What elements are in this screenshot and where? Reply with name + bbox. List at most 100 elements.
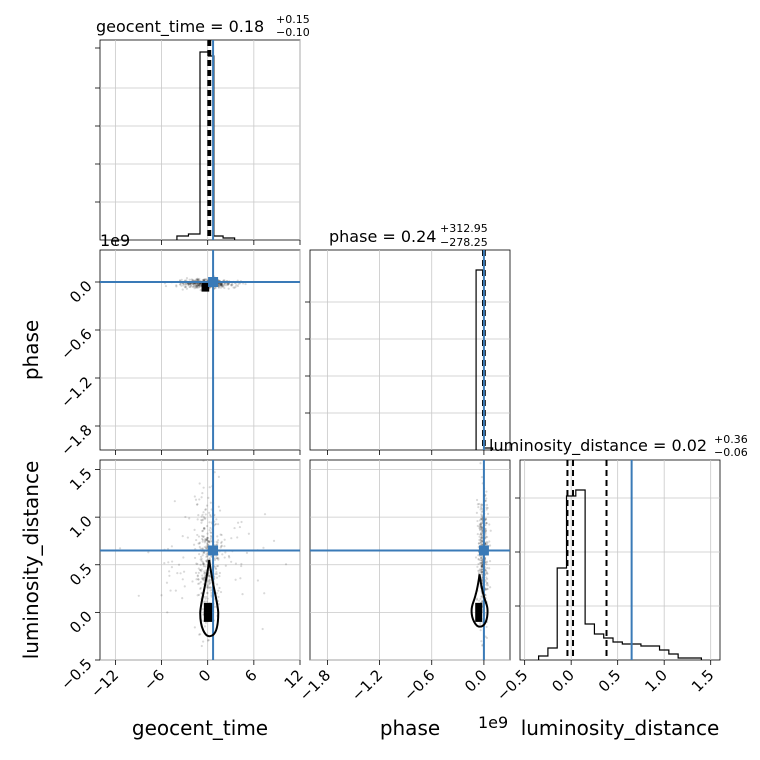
scatter-point (206, 543, 209, 546)
scatter-point (208, 578, 211, 581)
scatter-point (206, 536, 209, 540)
scatter-point (480, 518, 483, 521)
density-core (475, 602, 483, 622)
scatter-point (200, 496, 203, 499)
scatter-point (208, 521, 211, 524)
scatter-point (199, 633, 202, 636)
scatter-point (216, 557, 219, 560)
scatter-point (214, 287, 217, 290)
scatter-point (209, 586, 212, 589)
scatter-point (485, 497, 488, 500)
scatter-point (484, 532, 487, 535)
scatter-point (481, 644, 484, 647)
scatter-point (244, 282, 247, 286)
scatter-point (220, 544, 223, 547)
scatter-point (203, 541, 206, 544)
scatter-point (480, 506, 483, 510)
scatter-point (206, 584, 210, 587)
scatter-point (179, 283, 182, 286)
scatter-point (230, 537, 233, 540)
scatter-point (479, 542, 482, 545)
scatter-point (196, 278, 199, 281)
scatter-point (219, 590, 223, 594)
scatter-point (240, 520, 243, 524)
scatter-point (204, 513, 207, 516)
scatter-point (179, 282, 182, 286)
scatter-point (207, 638, 210, 642)
scatter-point (208, 582, 211, 585)
scatter-point (182, 570, 186, 573)
scatter-point (217, 589, 220, 592)
scatter-point (480, 522, 483, 525)
scatter-point (210, 591, 213, 595)
scatter-point (187, 282, 190, 285)
scatter-point (230, 560, 233, 563)
phase-tick-label: −1.2 (348, 666, 386, 704)
scatter-point (207, 539, 210, 542)
scatter-point (197, 278, 200, 281)
scatter-point (480, 568, 483, 571)
scatter-point (186, 536, 189, 539)
ylabel-phase: phase (19, 320, 43, 380)
scatter-point (231, 283, 234, 286)
scatter-point (209, 501, 212, 504)
geocent-time-tick-label: 6 (241, 666, 260, 685)
scatter-point (486, 566, 489, 570)
scatter-point (209, 513, 212, 517)
scatter-point (220, 533, 223, 537)
scatter-point (479, 622, 482, 625)
scatter-point (201, 640, 205, 643)
density-core (203, 602, 214, 622)
phase-tick-label: 0.0 (461, 666, 491, 696)
scatter-point (479, 525, 483, 528)
scatter-point (480, 533, 483, 537)
scatter-point (193, 285, 196, 288)
scatter-point (476, 524, 479, 528)
scatter-point (204, 559, 208, 562)
scatter-point (479, 527, 482, 530)
scatter-point (195, 538, 198, 542)
scatter-point (217, 557, 220, 560)
scatter-point (191, 580, 194, 583)
scatter-point (480, 526, 483, 529)
scatter-point (215, 572, 218, 576)
scatter-point (203, 575, 206, 579)
scatter-point (209, 589, 212, 592)
scatter-point (200, 568, 203, 571)
scatter-point (477, 506, 480, 509)
scatter-point (202, 565, 206, 568)
luminosity-distance-histogram (538, 489, 702, 660)
scatter-point (217, 558, 220, 561)
scatter-point (479, 539, 482, 542)
scatter-point (221, 283, 224, 286)
scatter-point (197, 582, 200, 585)
scatter-point (203, 570, 206, 573)
scatter-point (187, 282, 190, 286)
scatter-point (479, 538, 482, 542)
scatter-point (219, 533, 222, 536)
scatter-point (196, 286, 199, 289)
scatter-point (201, 578, 205, 581)
scatter-point (230, 283, 233, 287)
scatter-point (480, 571, 483, 574)
scatter-point (206, 555, 209, 558)
scatter-point (205, 553, 208, 556)
scatter-point (200, 521, 203, 524)
scatter-point (220, 283, 223, 286)
scatter-point (216, 557, 219, 560)
scatter-point (220, 545, 223, 548)
scatter-point (204, 278, 207, 281)
scatter-point (480, 564, 483, 567)
scatter-point (197, 578, 200, 581)
scatter-point (484, 588, 487, 591)
scatter-point (203, 571, 207, 574)
geocent-time-tick-label: −12 (87, 666, 122, 701)
scatter-point (202, 535, 205, 538)
scatter-point (202, 527, 206, 530)
scatter-point (484, 580, 487, 583)
scatter-point (480, 513, 483, 516)
luminosity-distance-tick-label: 1.0 (66, 512, 96, 542)
scatter-point (479, 517, 483, 521)
scatter-point (201, 554, 204, 557)
scatter-point (205, 538, 208, 541)
